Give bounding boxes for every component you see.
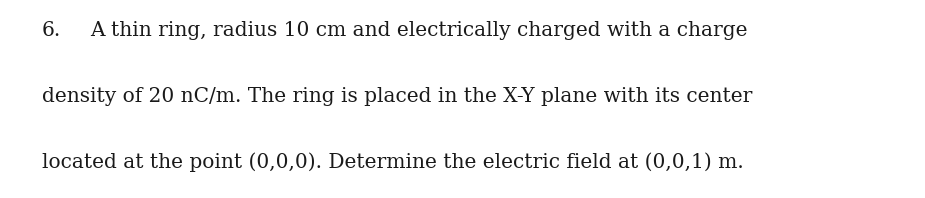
Text: A thin ring, radius 10 cm and electrically charged with a charge: A thin ring, radius 10 cm and electrical… xyxy=(90,21,747,39)
Text: 6.: 6. xyxy=(42,21,61,39)
Text: density of 20 nC/m. The ring is placed in the X-Y plane with its center: density of 20 nC/m. The ring is placed i… xyxy=(42,87,752,106)
Text: located at the point (0,0,0). Determine the electric field at (0,0,1) m.: located at the point (0,0,0). Determine … xyxy=(42,152,744,172)
